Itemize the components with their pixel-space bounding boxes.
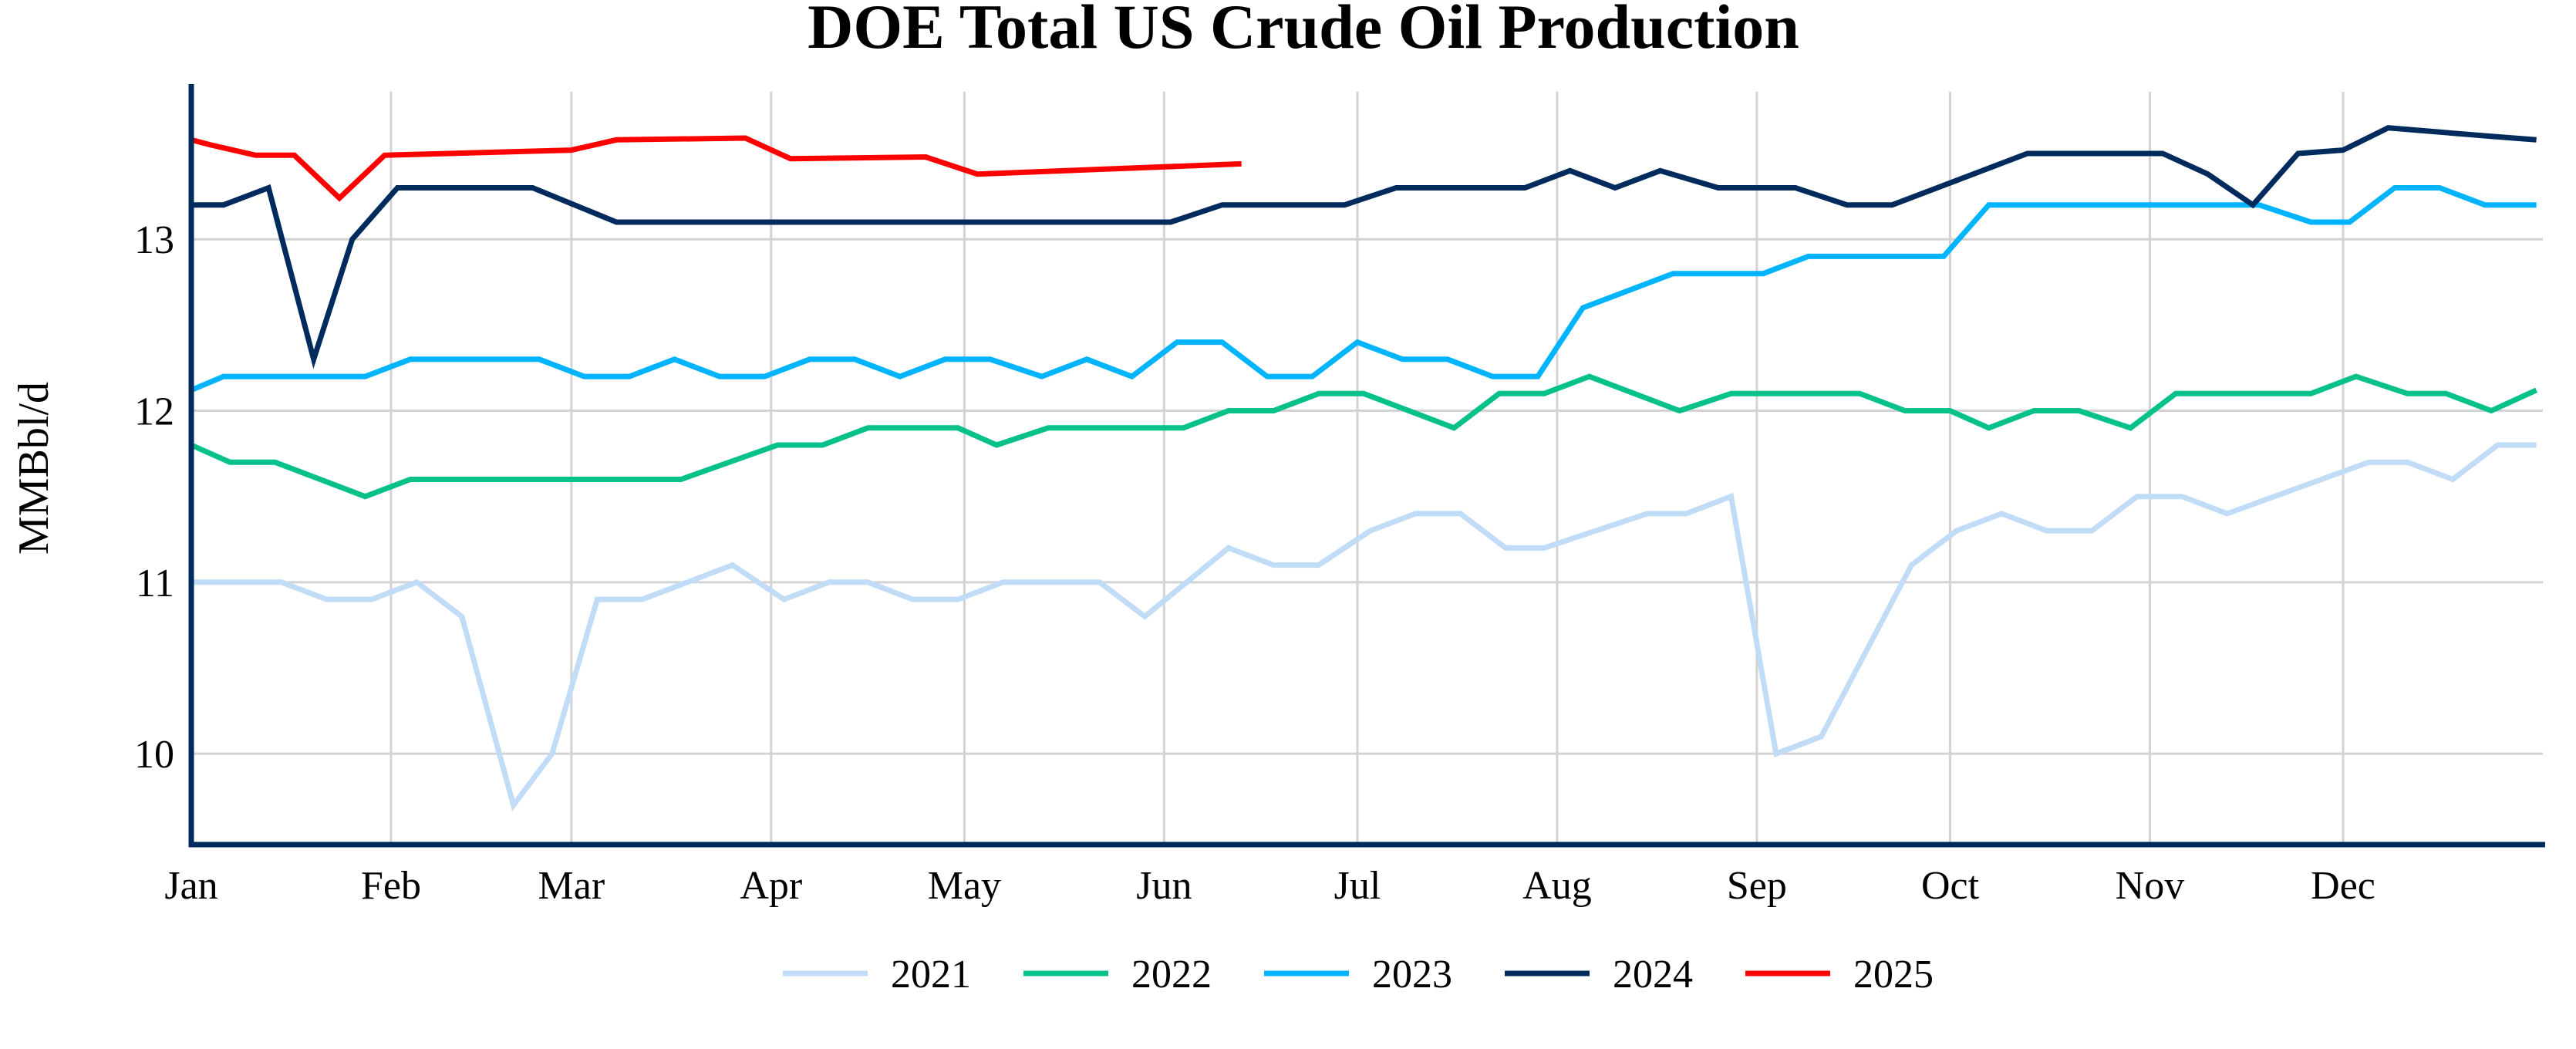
series-lines [190,125,2538,811]
x-tick-label: Sep [1727,864,1787,908]
x-tick-label: Jan [164,864,217,908]
x-tick-label: Feb [361,864,421,908]
y-tick-label: 10 [134,733,174,777]
y-tick-label: 11 [136,562,174,605]
y-axis-label: MMBbl/d [10,382,58,555]
series-line-2021 [191,442,2537,811]
series-line-2025 [191,135,1242,202]
x-tick-label: Apr [740,864,802,908]
axes [188,84,2545,848]
y-tick-label: 12 [134,390,174,434]
legend: 2021 2022 2023 2024 2025 [783,953,1934,997]
x-tick-label: May [928,864,1001,908]
x-tick-labels: Jan Feb Mar Apr May Jun Jul Aug Sep Oct Nov Dec [164,864,2375,908]
legend-item-2025: 2025 [1745,953,1934,997]
x-tick-label: Mar [538,864,605,908]
legend-item-2024: 2024 [1505,953,1693,997]
x-tick-label: Aug [1522,864,1592,908]
y-tick-labels: 10 11 12 13 [134,218,174,777]
y-tick-label: 13 [134,218,174,262]
legend-label: 2023 [1372,953,1452,997]
legend-item-2021: 2021 [783,953,971,997]
x-tick-label: Jul [1334,864,1381,908]
chart-title: DOE Total US Crude Oil Production [808,0,1799,62]
legend-label: 2025 [1853,953,1934,997]
legend-label: 2022 [1131,953,1212,997]
x-tick-label: Dec [2311,864,2375,908]
x-tick-label: Oct [1921,864,1980,908]
series-line-2023 [190,185,2537,393]
x-tick-label: Jun [1136,864,1192,908]
legend-label: 2021 [891,953,971,997]
x-tick-label: Nov [2116,864,2185,908]
legend-item-2023: 2023 [1264,953,1452,997]
series-line-2022 [190,373,2538,500]
legend-label: 2024 [1613,953,1693,997]
series-line-2024 [191,125,2537,369]
legend-item-2022: 2022 [1023,953,1212,997]
